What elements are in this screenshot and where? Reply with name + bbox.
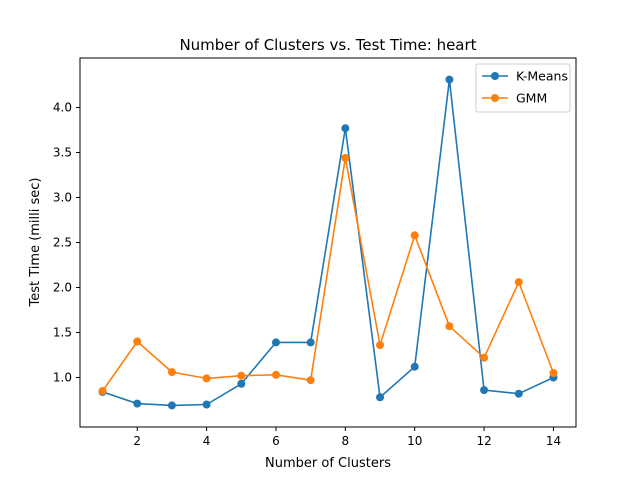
data-point-k-means xyxy=(341,124,350,133)
y-tick-label: 1.0 xyxy=(53,371,72,385)
data-point-gmm xyxy=(341,153,350,162)
legend-marker-k-means xyxy=(491,72,499,80)
series-line-k-means xyxy=(102,78,554,407)
x-axis-label: Number of Clusters xyxy=(265,456,391,471)
y-axis-label: Test Time (milli sec) xyxy=(28,178,43,308)
y-tick-label: 4.0 xyxy=(53,101,72,115)
data-point-k-means xyxy=(133,399,142,408)
data-point-gmm xyxy=(480,353,489,362)
data-point-k-means xyxy=(480,386,489,395)
data-point-gmm xyxy=(306,376,315,385)
data-point-gmm xyxy=(376,341,385,350)
chart-title: Number of Clusters vs. Test Time: heart xyxy=(179,36,476,54)
x-tick-label: 10 xyxy=(407,434,422,448)
x-tick-label: 8 xyxy=(342,434,350,448)
data-point-gmm xyxy=(271,370,280,379)
x-tick-label: 14 xyxy=(546,434,561,448)
data-point-k-means xyxy=(237,379,246,388)
data-point-k-means xyxy=(271,338,280,347)
data-point-k-means xyxy=(514,389,523,398)
data-point-k-means xyxy=(445,75,454,84)
data-point-gmm xyxy=(167,368,176,377)
data-point-gmm xyxy=(445,322,454,331)
data-point-k-means xyxy=(306,338,315,347)
x-tick-label: 4 xyxy=(203,434,211,448)
data-point-k-means xyxy=(376,393,385,402)
legend-label-k-means: K-Means xyxy=(516,69,568,84)
y-tick-label: 1.5 xyxy=(53,326,72,340)
data-point-k-means xyxy=(202,400,211,409)
y-tick-label: 3.5 xyxy=(53,146,72,160)
x-tick-label: 2 xyxy=(133,434,141,448)
data-point-gmm xyxy=(98,387,107,395)
y-tick-label: 2.0 xyxy=(53,281,72,295)
y-tick-label: 2.5 xyxy=(53,236,72,250)
data-point-gmm xyxy=(202,374,211,383)
data-point-k-means xyxy=(167,401,176,410)
data-point-gmm xyxy=(514,278,523,287)
legend-marker-gmm xyxy=(491,94,499,102)
legend-label-gmm: GMM xyxy=(516,91,547,106)
series-line-gmm xyxy=(101,157,555,392)
data-point-gmm xyxy=(237,371,246,380)
y-tick-label: 3.0 xyxy=(53,191,72,205)
x-tick-label: 6 xyxy=(272,434,280,448)
data-point-gmm xyxy=(410,231,419,240)
x-tick-label: 12 xyxy=(476,434,491,448)
data-point-k-means xyxy=(410,362,419,371)
data-point-gmm xyxy=(133,337,142,346)
data-point-gmm xyxy=(549,369,558,377)
